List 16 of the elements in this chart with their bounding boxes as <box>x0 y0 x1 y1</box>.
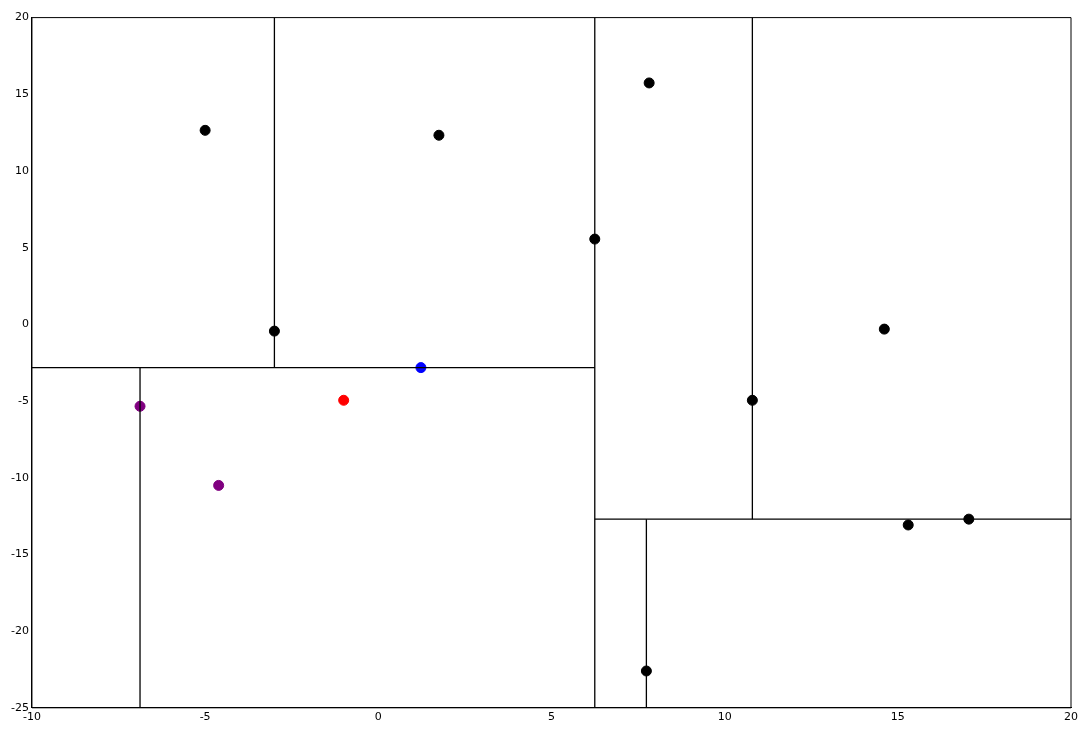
y-tick-label: 0 <box>21 317 29 331</box>
y-tick-label: -25 <box>11 700 29 714</box>
y-tick-label: 5 <box>21 240 29 254</box>
y-tick-label: 20 <box>14 10 29 24</box>
y-tick-label: -10 <box>11 470 29 484</box>
x-tick-label: 10 <box>717 710 732 724</box>
y-tick-label: -5 <box>18 393 29 407</box>
x-tick-label: 5 <box>547 710 555 724</box>
x-tick-label: -5 <box>199 710 211 724</box>
y-tick-label: 15 <box>14 87 29 101</box>
x-tick-label: 20 <box>1064 710 1078 724</box>
y-tick-label: -20 <box>11 623 29 637</box>
x-tick-label: 0 <box>374 710 382 724</box>
y-tick-label: 10 <box>14 163 29 177</box>
x-tick-label: 15 <box>890 710 905 724</box>
y-tick-label: -15 <box>11 547 29 561</box>
